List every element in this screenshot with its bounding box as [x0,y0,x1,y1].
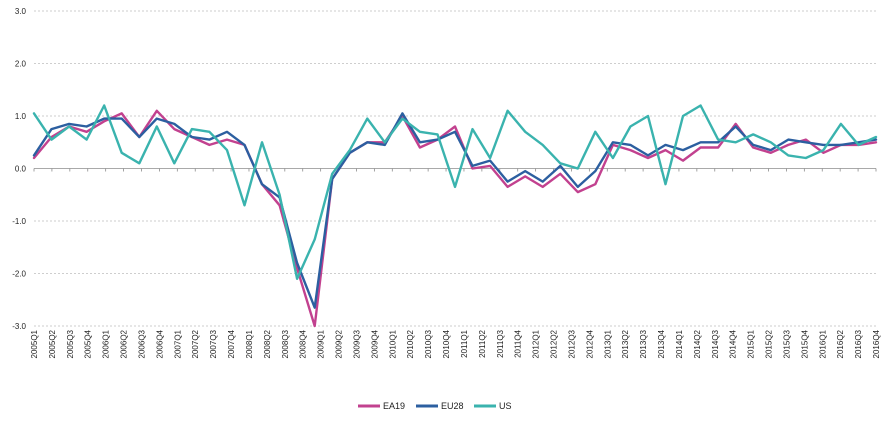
x-tick-label: 2009Q4 [370,329,379,358]
legend-label-ea19: EA19 [383,401,405,411]
x-tick-label: 2011Q3 [496,329,505,357]
x-tick-label: 2016Q2 [836,329,845,358]
x-tick-label: 2013Q3 [639,329,648,358]
x-tick-label: 2009Q1 [317,329,326,358]
x-tick-label: 2010Q1 [388,329,397,358]
x-tick-label: 2005Q3 [66,329,75,358]
x-tick-label: 2015Q1 [747,329,756,358]
x-tick-label: 2007Q3 [209,329,218,358]
x-tick-label: 2011Q4 [514,329,523,357]
y-tick-label: -1.0 [12,217,26,226]
x-tick-label: 2013Q1 [603,329,612,358]
x-tick-label: 2013Q4 [657,329,666,358]
x-tick-label: 2013Q2 [621,329,630,358]
x-tick-label: 2010Q2 [406,329,415,358]
x-tick-label: 2015Q4 [800,329,809,358]
x-tick-label: 2005Q1 [30,329,39,358]
x-tick-label: 2008Q3 [281,329,290,358]
x-tick-label: 2015Q2 [765,329,774,358]
y-tick-label: 1.0 [15,112,27,121]
y-axis-ticks: 3.0 2.0 1.0 0.0 -1.0 -2.0 -3.0 [12,7,26,331]
x-axis-ticks: 2005Q1 2005Q2 2005Q3 2005Q4 2006Q1 2006Q2 2006… [30,168,881,358]
series-line-ea19 [32,109,878,328]
legend: EA19 EU28 US [358,401,512,411]
x-tick-label: 2006Q2 [120,329,129,358]
x-tick-label: 2014Q2 [693,329,702,358]
x-tick-label: 2008Q2 [263,329,272,358]
x-tick-label: 2008Q1 [245,329,254,358]
x-tick-label: 2008Q4 [299,329,308,358]
x-tick-label: 2006Q4 [155,329,164,358]
legend-label-eu28: EU28 [441,401,464,411]
x-tick-label: 2014Q1 [675,329,684,358]
x-tick-label: 2012Q2 [550,329,559,358]
x-tick-label: 2010Q3 [424,329,433,358]
x-tick-label: 2007Q4 [227,329,236,358]
y-tick-label: 2.0 [15,60,27,69]
x-tick-label: 2012Q1 [532,329,541,358]
series-line-us [32,104,878,280]
legend-label-us: US [499,401,512,411]
x-tick-label: 2016Q1 [818,329,827,358]
x-tick-label: 2006Q3 [137,329,146,358]
y-tick-label: 0.0 [15,165,27,174]
x-tick-label: 2007Q2 [191,329,200,358]
series-line-eu28 [32,112,878,309]
x-tick-label: 2010Q4 [442,329,451,358]
x-tick-label: 2005Q2 [48,329,57,358]
x-tick-label: 2005Q4 [84,329,93,358]
x-tick-label: 2009Q2 [335,329,344,358]
x-tick-label: 2009Q3 [352,329,361,358]
x-tick-label: 2012Q4 [585,329,594,358]
x-tick-label: 2011Q1 [460,329,469,357]
x-tick-label: 2016Q4 [872,329,881,358]
x-tick-label: 2014Q4 [729,329,738,358]
x-tick-label: 2006Q1 [102,329,111,358]
x-tick-label: 2015Q3 [782,329,791,358]
gridlines [34,10,876,327]
x-tick-label: 2012Q3 [567,329,576,358]
y-tick-label: -3.0 [12,322,26,331]
y-tick-label: -2.0 [12,270,26,279]
y-tick-label: 3.0 [15,7,27,16]
x-tick-label: 2014Q3 [711,329,720,358]
series-lines [32,104,878,328]
x-tick-label: 2011Q2 [478,329,487,357]
x-tick-label: 2016Q3 [854,329,863,358]
x-tick-label: 2007Q1 [173,329,182,358]
